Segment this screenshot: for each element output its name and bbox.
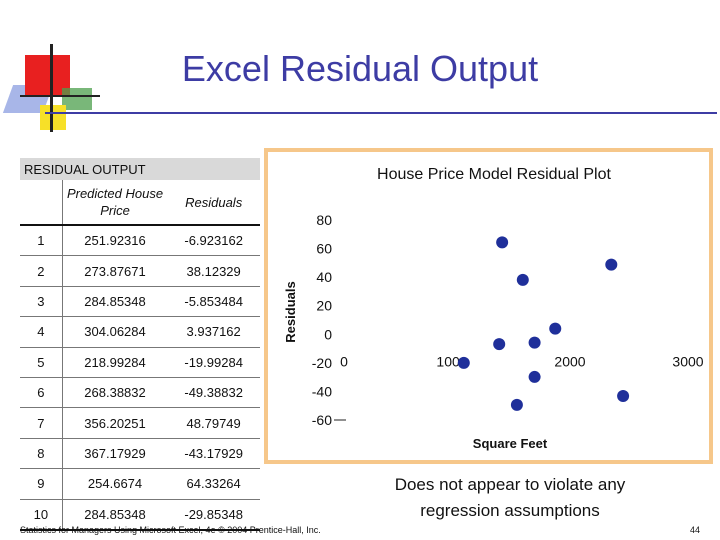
y-tick-label: -60 <box>312 412 332 428</box>
data-point <box>549 322 562 335</box>
table-row: 10 284.85348 -29.85348 <box>20 499 260 531</box>
row-residual: 3.937162 <box>167 316 260 348</box>
chart-title: House Price Model Residual Plot <box>377 166 611 183</box>
row-observation: 4 <box>20 316 63 348</box>
y-tick-label: 20 <box>316 298 332 314</box>
row-residual: 64.33264 <box>167 468 260 500</box>
data-point <box>617 389 630 402</box>
row-predicted: 284.85348 <box>62 286 168 318</box>
chart-frame: House Price Model Residual Plot Residual… <box>264 148 713 464</box>
row-residual: 38.12329 <box>167 255 260 287</box>
data-point <box>516 273 529 286</box>
table-header-row: Predicted House Price Residuals <box>20 180 260 226</box>
table-row: 3 284.85348 -5.853484 <box>20 286 260 318</box>
table-row: 5 218.99284 -19.99284 <box>20 347 260 378</box>
row-residual: -5.853484 <box>167 286 260 318</box>
x-tick-labels: 0 1000 2000 3000 <box>340 353 704 369</box>
residual-plot: House Price Model Residual Plot Residual… <box>283 166 704 451</box>
row-predicted: 251.92316 <box>62 225 168 257</box>
page-number: 44 <box>689 525 700 535</box>
table-row: 4 304.06284 3.937162 <box>20 316 260 348</box>
header-predicted: Predicted House Price <box>62 180 168 226</box>
y-axis-label: Residuals <box>283 281 298 342</box>
row-observation: 1 <box>20 225 63 257</box>
row-observation: 3 <box>20 286 63 318</box>
y-tick-label: -20 <box>312 355 332 371</box>
residual-output-table: RESIDUAL OUTPUT Predicted House Price Re… <box>20 158 260 531</box>
row-predicted: 273.87671 <box>62 255 168 287</box>
chart-area: House Price Model Residual Plot Residual… <box>268 152 709 460</box>
footer-citation: Statistics for Managers Using Microsoft … <box>20 525 321 535</box>
slide-logo <box>0 0 110 140</box>
y-tick-label: 40 <box>316 269 332 285</box>
logo-horizontal-line <box>20 95 100 97</box>
data-point <box>528 370 541 383</box>
row-predicted: 218.99284 <box>62 347 168 378</box>
x-tick-label: 0 <box>340 353 348 369</box>
logo-vertical-line <box>50 44 53 132</box>
row-observation: 8 <box>20 438 63 470</box>
row-residual: -29.85348 <box>167 499 260 531</box>
y-tick-label: 80 <box>316 212 332 228</box>
x-axis-label: Square Feet <box>473 436 548 451</box>
row-observation: 7 <box>20 407 63 439</box>
table-caption: RESIDUAL OUTPUT <box>20 158 260 180</box>
row-observation: 2 <box>20 255 63 287</box>
data-point <box>493 338 506 351</box>
data-point <box>510 398 523 411</box>
y-tick-label: 60 <box>316 241 332 257</box>
header-residuals: Residuals <box>167 180 260 226</box>
row-observation: 6 <box>20 377 63 409</box>
row-predicted: 254.6674 <box>62 468 168 500</box>
y-tick-label: -40 <box>312 383 332 399</box>
row-observation: 10 <box>20 499 63 531</box>
logo-yellow-block <box>40 105 66 130</box>
x-tick-label: 3000 <box>672 353 703 369</box>
table-row: 6 268.38832 -49.38832 <box>20 377 260 409</box>
row-predicted: 284.85348 <box>62 499 168 531</box>
logo-green-block <box>62 88 92 110</box>
row-predicted: 304.06284 <box>62 316 168 348</box>
row-observation: 5 <box>20 347 63 378</box>
row-residual: -19.99284 <box>167 347 260 378</box>
table-row: 8 367.17929 -43.17929 <box>20 438 260 470</box>
row-predicted: 356.20251 <box>62 407 168 439</box>
data-point <box>528 336 541 349</box>
conclusion-note: Does not appear to violate any regressio… <box>394 475 626 520</box>
title-underline <box>45 112 717 114</box>
data-point <box>457 356 470 369</box>
table-row: 2 273.87671 38.12329 <box>20 255 260 287</box>
y-tick-label: 0 <box>324 326 332 342</box>
table-row: 1 251.92316 -6.923162 <box>20 225 260 257</box>
data-point <box>496 236 509 249</box>
y-tick-labels: 80 60 40 20 0 -20 -40 -60 <box>312 212 332 428</box>
slide-title: Excel Residual Output <box>181 48 539 89</box>
row-residual: -43.17929 <box>167 438 260 470</box>
table-caption-row: RESIDUAL OUTPUT <box>20 158 260 180</box>
row-residual: -6.923162 <box>167 225 260 257</box>
table-row: 9 254.6674 64.33264 <box>20 468 260 500</box>
row-predicted: 367.17929 <box>62 438 168 470</box>
table-row: 7 356.20251 48.79749 <box>20 407 260 439</box>
x-tick-label: 2000 <box>554 353 585 369</box>
header-observation <box>20 180 63 226</box>
data-points <box>457 236 630 411</box>
row-predicted: 268.38832 <box>62 377 168 409</box>
row-residual: 48.79749 <box>167 407 260 439</box>
data-point <box>605 258 618 271</box>
row-residual: -49.38832 <box>167 377 260 409</box>
row-observation: 9 <box>20 468 63 500</box>
